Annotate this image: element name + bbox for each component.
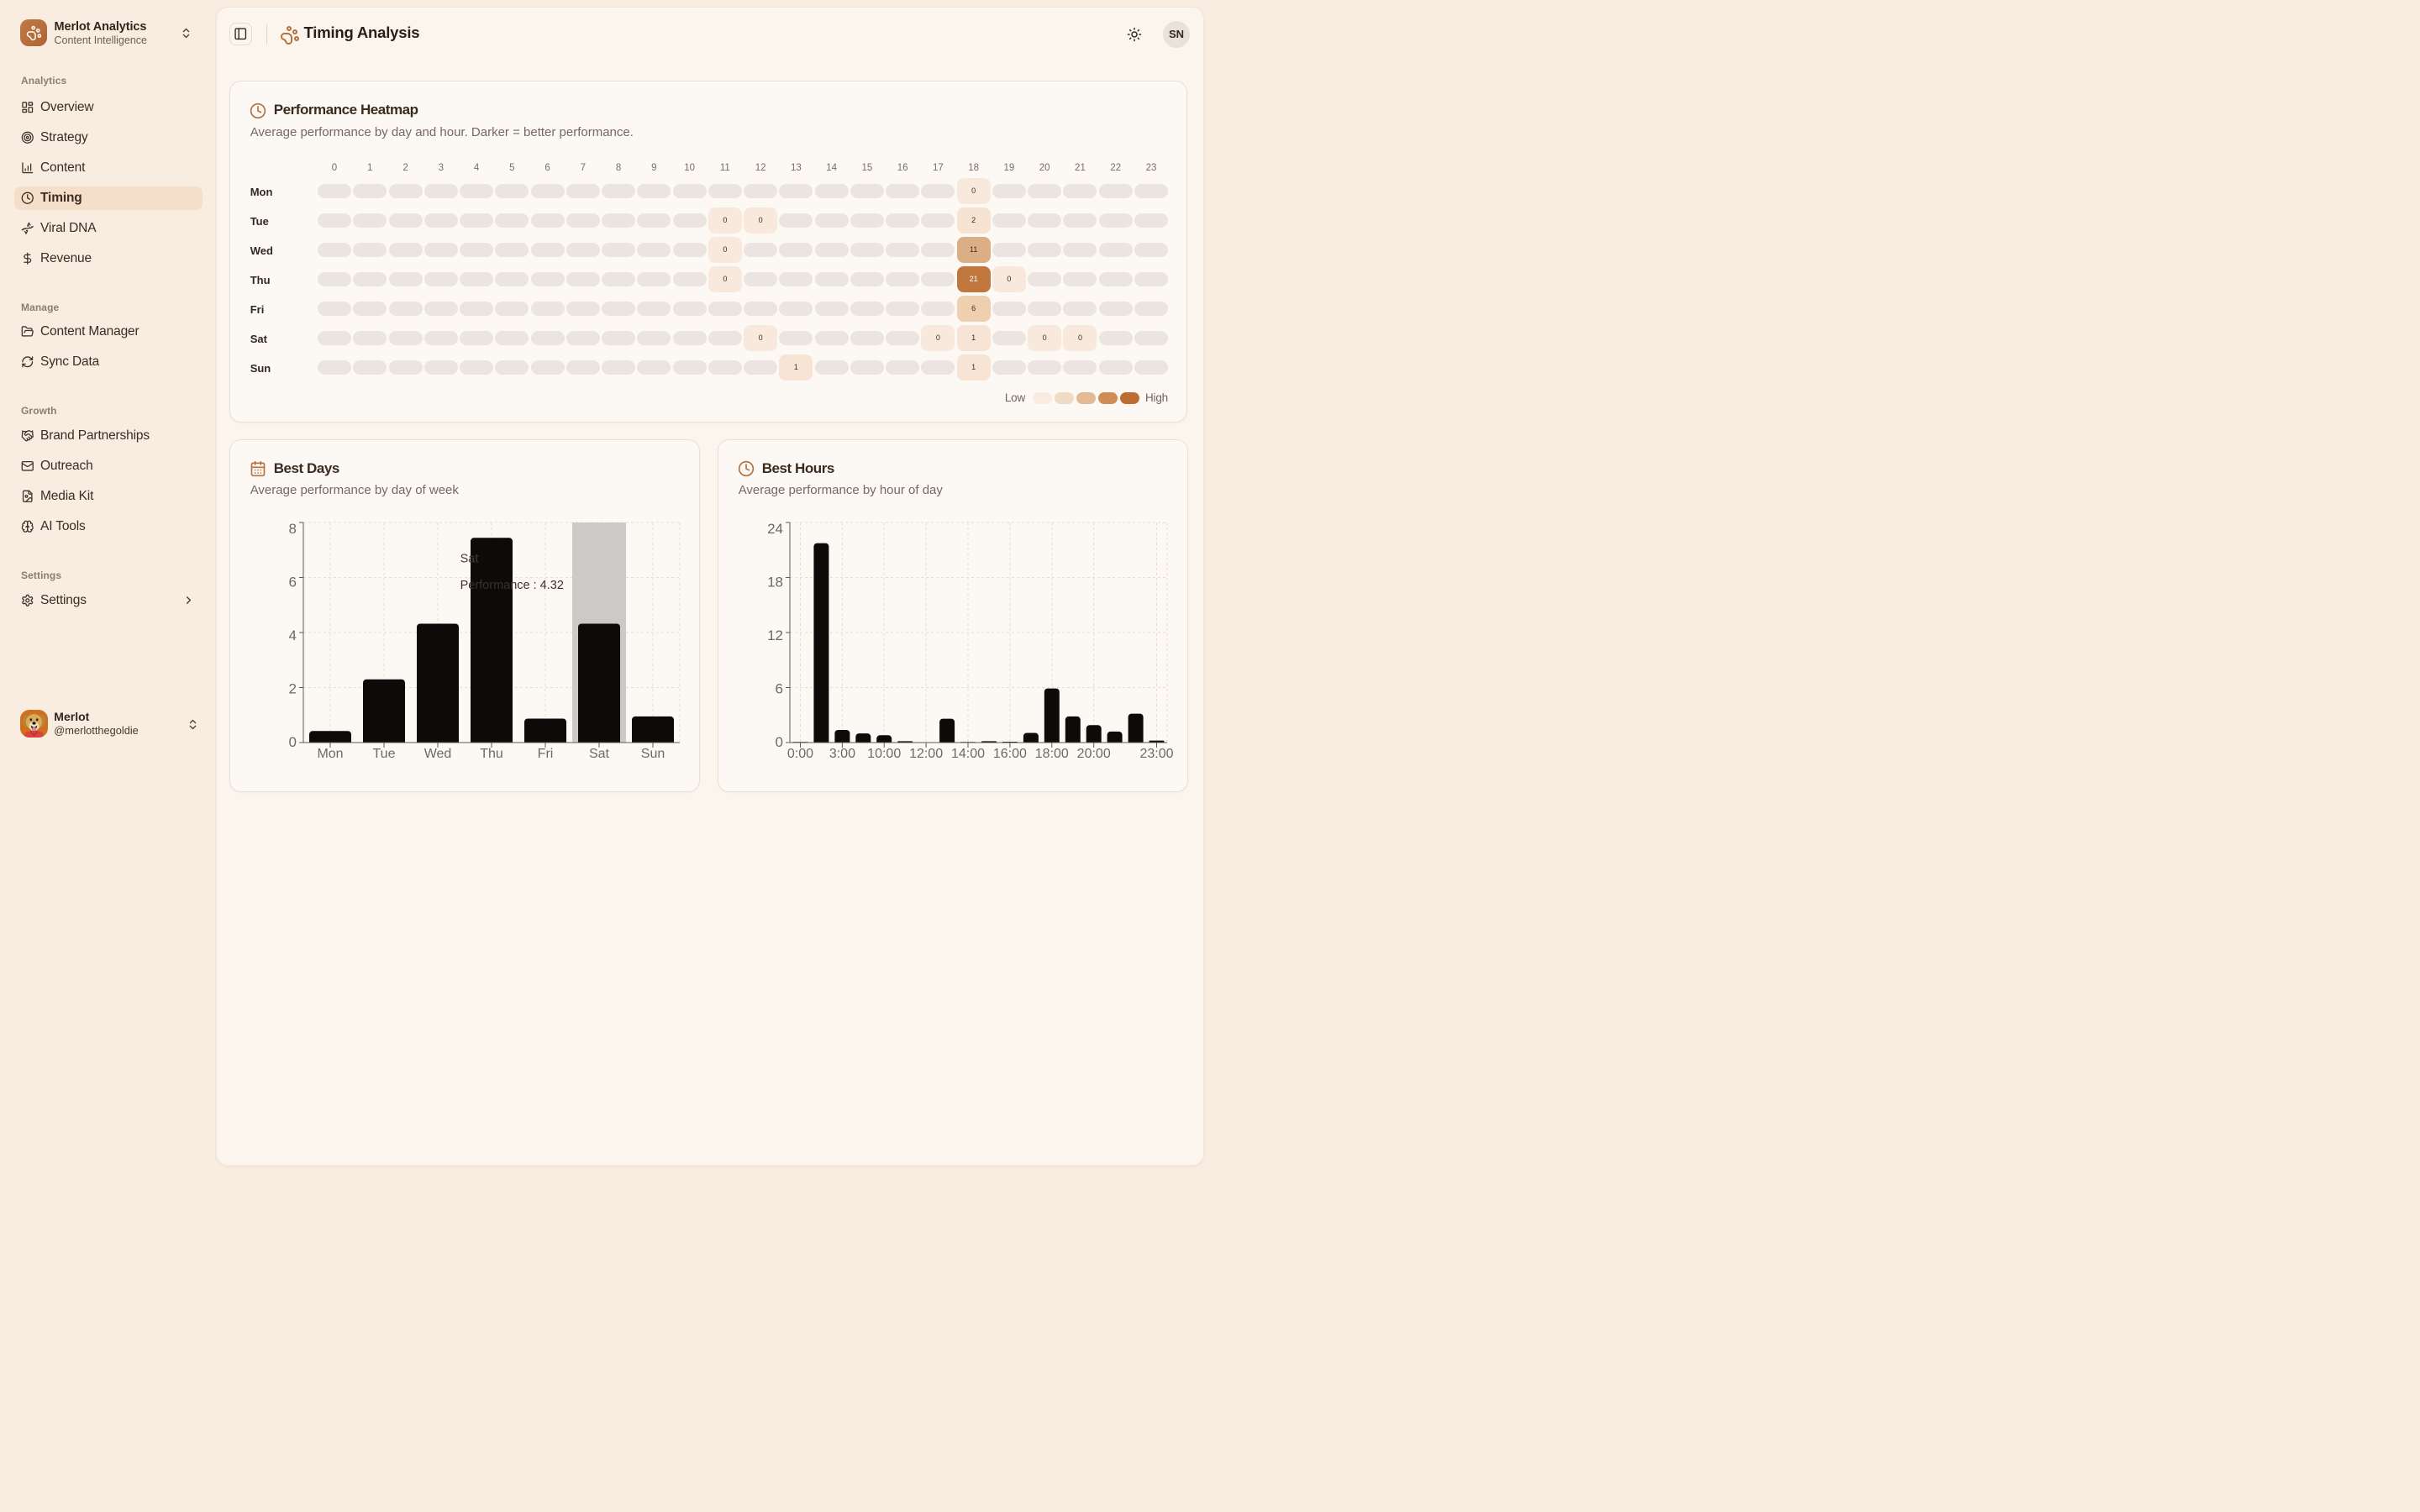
svg-text:12:00: 12:00: [909, 747, 943, 761]
svg-text:Fri: Fri: [538, 747, 554, 761]
svg-text:Mon: Mon: [317, 747, 343, 761]
svg-text:0: 0: [289, 734, 297, 750]
svg-text:18: 18: [767, 575, 783, 591]
svg-text:Performance : 4.32: Performance : 4.32: [460, 579, 564, 592]
svg-text:0:00: 0:00: [787, 747, 813, 761]
svg-text:20:00: 20:00: [1077, 747, 1111, 761]
svg-text:Wed: Wed: [424, 747, 452, 761]
svg-text:Tue: Tue: [373, 747, 396, 761]
svg-text:23:00: 23:00: [1139, 747, 1173, 761]
svg-text:0: 0: [776, 734, 783, 750]
svg-text:10:00: 10:00: [867, 747, 901, 761]
svg-text:6: 6: [289, 575, 297, 591]
svg-text:3:00: 3:00: [829, 747, 855, 761]
svg-text:12: 12: [767, 627, 783, 643]
svg-text:Sat: Sat: [460, 553, 479, 566]
svg-text:2: 2: [289, 680, 297, 696]
svg-text:24: 24: [767, 521, 783, 537]
svg-text:8: 8: [289, 521, 297, 537]
svg-text:16:00: 16:00: [993, 747, 1027, 761]
svg-text:Sun: Sun: [641, 747, 665, 761]
svg-text:Thu: Thu: [480, 747, 503, 761]
svg-text:4: 4: [289, 627, 297, 643]
svg-text:14:00: 14:00: [951, 747, 985, 761]
svg-text:Sat: Sat: [589, 747, 610, 761]
svg-text:6: 6: [776, 680, 783, 696]
svg-text:18:00: 18:00: [1035, 747, 1069, 761]
